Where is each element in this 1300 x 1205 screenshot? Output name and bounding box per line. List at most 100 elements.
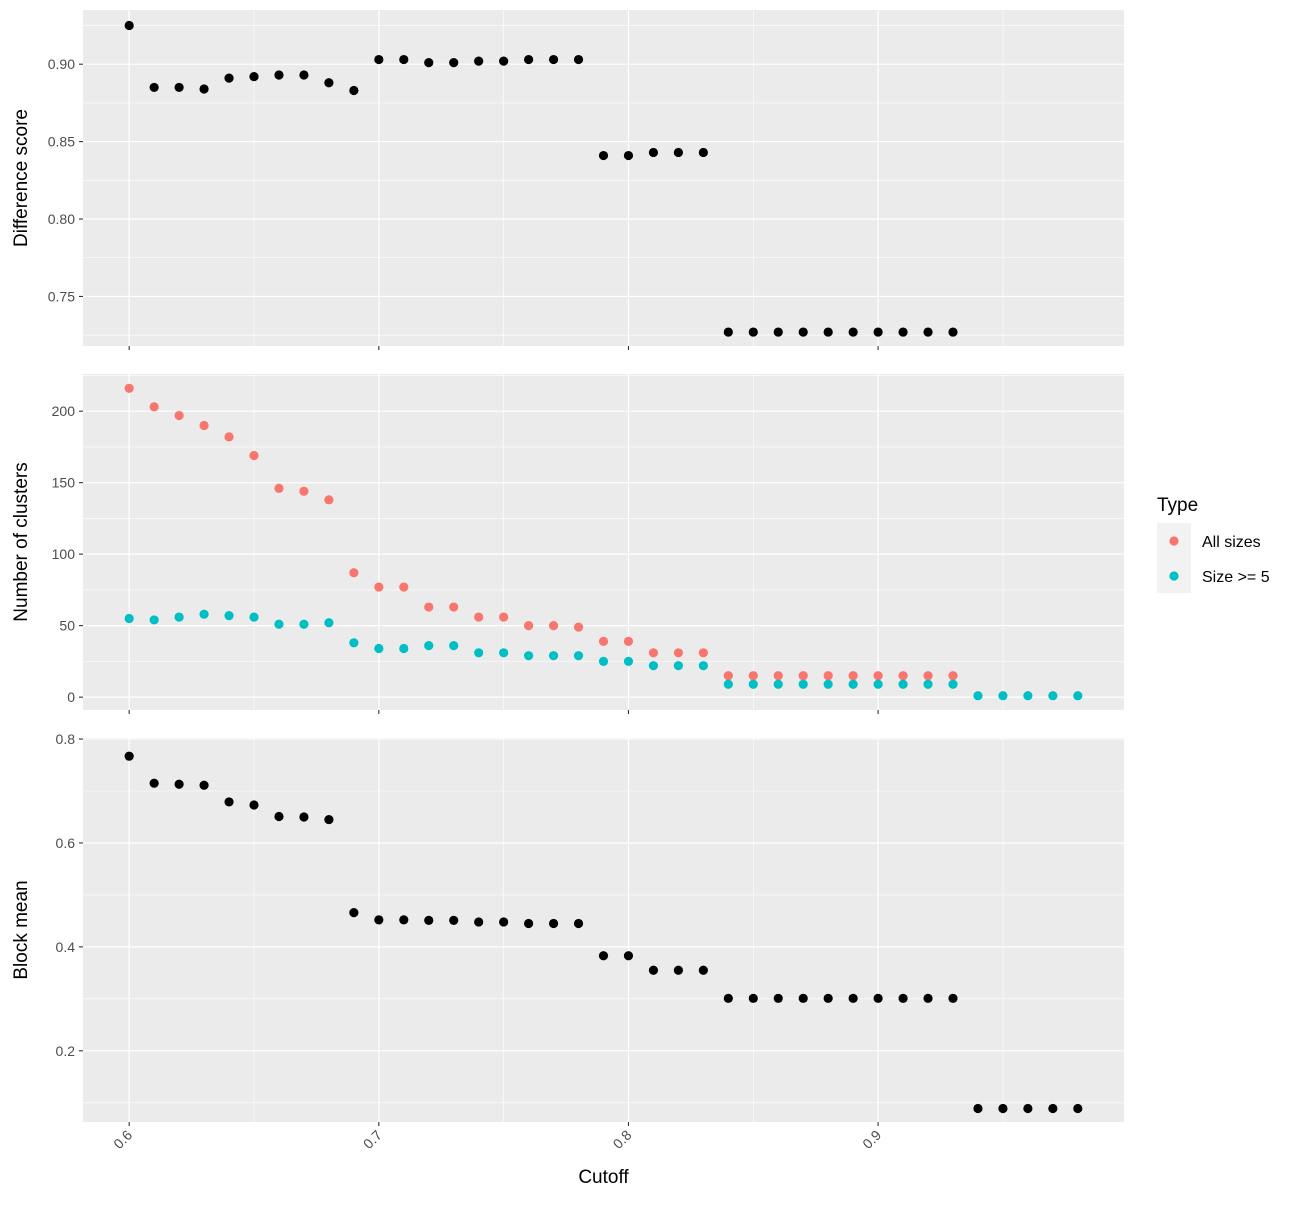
data-point bbox=[548, 54, 559, 65]
data-point bbox=[748, 327, 758, 337]
data-point bbox=[1023, 691, 1033, 701]
data-point bbox=[424, 58, 434, 68]
data-point bbox=[449, 915, 459, 925]
data-point bbox=[324, 78, 334, 88]
data-point bbox=[698, 661, 708, 671]
data-point bbox=[324, 495, 334, 505]
data-point bbox=[524, 918, 534, 929]
data-point bbox=[174, 410, 184, 421]
data-point bbox=[399, 54, 409, 65]
series-1 bbox=[124, 751, 1083, 1114]
data-point bbox=[149, 778, 159, 788]
series-1 bbox=[124, 20, 958, 337]
data-point bbox=[798, 679, 808, 689]
panel-1: 0.75 0.80 0.85 0.90 Difference score bbox=[11, 10, 1124, 350]
legend: Type All sizes Size >= 5 bbox=[1157, 495, 1270, 593]
data-point bbox=[948, 679, 958, 689]
data-point bbox=[424, 641, 434, 651]
data-point bbox=[623, 150, 634, 161]
data-point bbox=[873, 679, 883, 689]
data-point bbox=[524, 651, 534, 661]
series-all-sizes bbox=[124, 383, 958, 681]
data-point bbox=[573, 918, 584, 929]
data-point bbox=[648, 648, 659, 658]
data-point bbox=[199, 780, 209, 790]
data-point bbox=[124, 383, 134, 393]
data-point bbox=[1073, 691, 1083, 701]
data-point bbox=[848, 327, 858, 337]
data-point bbox=[224, 73, 234, 83]
legend-title: Type bbox=[1157, 495, 1198, 516]
data-point bbox=[823, 679, 833, 689]
data-point bbox=[823, 671, 833, 681]
data-point bbox=[399, 915, 409, 925]
x-tick-label: 0.8 bbox=[610, 1127, 635, 1152]
data-point bbox=[349, 907, 359, 918]
data-point bbox=[174, 779, 184, 789]
data-point bbox=[324, 814, 334, 825]
data-point bbox=[698, 965, 708, 975]
y-axis-label: Number of clusters bbox=[11, 462, 32, 621]
data-point bbox=[349, 638, 359, 648]
legend-label: All sizes bbox=[1202, 534, 1261, 551]
panel-2: 0 50 100 150 200 Number of clusters bbox=[11, 374, 1124, 714]
data-point bbox=[573, 622, 584, 632]
data-point bbox=[948, 993, 958, 1003]
data-point bbox=[249, 612, 259, 622]
data-point bbox=[399, 643, 409, 654]
data-point bbox=[474, 917, 484, 927]
data-point bbox=[424, 915, 434, 925]
data-point bbox=[449, 641, 459, 651]
data-point bbox=[923, 671, 933, 681]
data-point bbox=[499, 56, 509, 66]
data-point bbox=[948, 671, 958, 681]
data-point bbox=[524, 621, 534, 631]
y-tick-label: 0.90 bbox=[48, 56, 75, 72]
data-point bbox=[898, 327, 908, 337]
data-point bbox=[673, 661, 683, 671]
data-point bbox=[973, 1103, 983, 1114]
data-point bbox=[374, 582, 384, 592]
data-point bbox=[573, 651, 584, 661]
data-point bbox=[673, 965, 683, 975]
data-point bbox=[424, 602, 434, 612]
data-point bbox=[698, 147, 708, 158]
data-point bbox=[773, 327, 783, 337]
data-point bbox=[548, 621, 559, 631]
data-point bbox=[748, 671, 758, 681]
data-point bbox=[374, 643, 384, 654]
data-point bbox=[898, 993, 908, 1003]
data-point bbox=[798, 671, 808, 681]
data-point bbox=[898, 671, 908, 681]
data-point bbox=[1048, 1103, 1058, 1114]
data-point bbox=[748, 679, 758, 689]
data-point bbox=[598, 636, 609, 646]
data-point bbox=[299, 70, 309, 80]
data-point bbox=[274, 619, 284, 629]
data-point bbox=[923, 993, 933, 1003]
data-point bbox=[199, 84, 209, 94]
data-point bbox=[848, 679, 858, 689]
data-point bbox=[648, 147, 659, 158]
y-tick-label: 0.8 bbox=[56, 731, 76, 747]
data-point bbox=[723, 327, 733, 337]
data-point bbox=[374, 915, 384, 925]
data-point bbox=[748, 993, 758, 1003]
data-point bbox=[598, 951, 609, 961]
data-point bbox=[299, 486, 309, 496]
data-point bbox=[199, 609, 209, 619]
data-point bbox=[648, 965, 659, 975]
data-point bbox=[124, 613, 134, 624]
data-point bbox=[948, 327, 958, 337]
x-tick-label: 0.7 bbox=[360, 1127, 385, 1152]
data-point bbox=[274, 811, 284, 822]
data-point bbox=[998, 1103, 1008, 1114]
data-point bbox=[224, 797, 234, 807]
data-point bbox=[124, 751, 134, 761]
data-point bbox=[673, 648, 683, 658]
data-point bbox=[773, 671, 783, 681]
data-point bbox=[399, 582, 409, 592]
data-point bbox=[623, 656, 634, 666]
y-tick-label: 0.85 bbox=[48, 134, 75, 150]
data-point bbox=[998, 691, 1008, 701]
